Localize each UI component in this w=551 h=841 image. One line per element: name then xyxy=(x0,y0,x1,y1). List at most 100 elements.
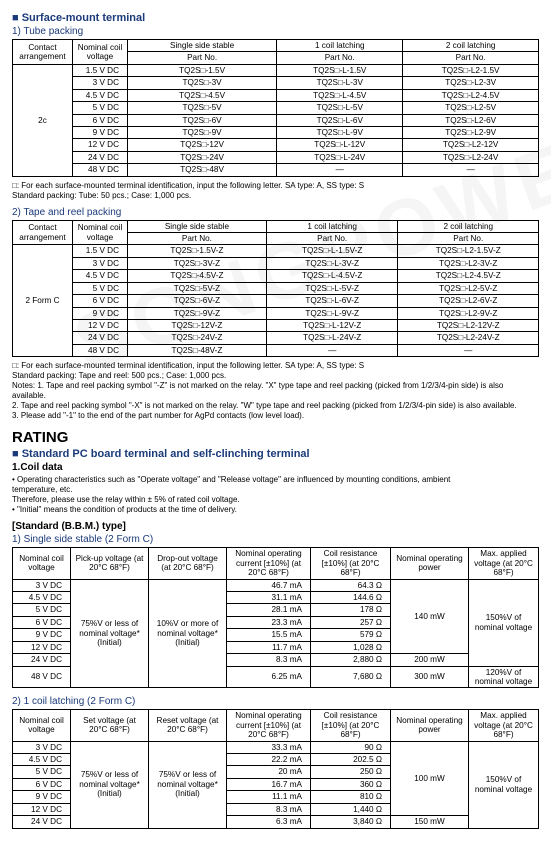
cell-partno: TQ2S□-L-4.5V xyxy=(277,89,403,101)
cell-partno: TQ2S□-L2-12V xyxy=(403,139,539,151)
cell-power: 100 mW xyxy=(391,741,469,816)
cell-power: 200 mW xyxy=(391,654,469,666)
cell-partno: TQ2S□-5V-Z xyxy=(128,282,267,294)
cell-power: 300 mW xyxy=(391,666,469,688)
cell-voltage: 24 V DC xyxy=(73,151,128,163)
cell-voltage: 6 V DC xyxy=(73,295,128,307)
cell-power: 150 mW xyxy=(391,816,469,828)
th-noc: Nominal operating current [±10%] (at 20°… xyxy=(227,710,311,741)
cell-partno: TQ2S□-L-3V xyxy=(277,77,403,89)
th-nv: Nominal coil voltage xyxy=(13,710,71,741)
th-reset: Reset voltage (at 20°C 68°F) xyxy=(149,710,227,741)
table-tube-packing: Contact arrangement Nominal coil voltage… xyxy=(12,39,539,177)
cell-partno: TQ2S□-9V-Z xyxy=(128,307,267,319)
cell-resistance: 810 Ω xyxy=(311,791,391,803)
sec2-sub: 2) Tape and reel packing xyxy=(12,207,539,218)
table-1coil-latching: Nominal coil voltage Set voltage (at 20°… xyxy=(12,709,539,828)
cell-voltage: 12 V DC xyxy=(13,641,71,653)
cell-partno: TQ2S□-12V xyxy=(128,139,277,151)
cell-resistance: 202.5 Ω xyxy=(311,754,391,766)
cell-partno: TQ2S□-L2-12V-Z xyxy=(398,320,539,332)
cell-partno: TQ2S□-L2-5V-Z xyxy=(398,282,539,294)
cell-partno: TQ2S□-L2-4.5V xyxy=(403,89,539,101)
cell-resistance: 257 Ω xyxy=(311,616,391,628)
cell-voltage: 12 V DC xyxy=(13,803,71,815)
cell-voltage: 3 V DC xyxy=(73,257,128,269)
cell-partno: TQ2S□-L2-4.5V-Z xyxy=(398,270,539,282)
cell-partno: TQ2S□-L2-9V-Z xyxy=(398,307,539,319)
cell-current: 6.25 mA xyxy=(227,666,311,688)
cell-partno: TQ2S□-5V xyxy=(128,102,277,114)
cell-partno: TQ2S□-4.5V-Z xyxy=(128,270,267,282)
cell-reset: 75%V or less of nominal voltage* (Initia… xyxy=(149,741,227,828)
cell-resistance: 2,880 Ω xyxy=(311,654,391,666)
cell-current: 20 mA xyxy=(227,766,311,778)
th-partno: Part No. xyxy=(128,233,267,245)
cell-resistance: 250 Ω xyxy=(311,766,391,778)
cell-voltage: 24 V DC xyxy=(73,332,128,344)
t1-head: 1) Single side stable (2 Form C) xyxy=(12,534,539,545)
cell-partno: TQ2S□-L-9V xyxy=(277,126,403,138)
cell-partno: TQ2S□-L-1.5V-Z xyxy=(266,245,398,257)
cell-partno: TQ2S□-L2-6V xyxy=(403,114,539,126)
cell-voltage: 12 V DC xyxy=(73,320,128,332)
cell-partno: TQ2S□-L2-3V xyxy=(403,77,539,89)
th-partno: Part No. xyxy=(398,233,539,245)
th-set: Set voltage (at 20°C 68°F) xyxy=(71,710,149,741)
th-partno: Part No. xyxy=(403,52,539,64)
cell-voltage: 24 V DC xyxy=(13,654,71,666)
cell-resistance: 1,440 Ω xyxy=(311,803,391,815)
cell-voltage: 6 V DC xyxy=(13,778,71,790)
cell-partno: TQ2S□-L-12V xyxy=(277,139,403,151)
cell-partno: TQ2S□-L-6V-Z xyxy=(266,295,398,307)
cell-partno: TQ2S□-L2-1.5V xyxy=(403,64,539,76)
th-mav: Max. applied voltage (at 20°C 68°F) xyxy=(469,710,539,741)
cell-current: 28.1 mA xyxy=(227,604,311,616)
cell-partno: TQ2S□-L-6V xyxy=(277,114,403,126)
cell-voltage: 6 V DC xyxy=(73,114,128,126)
th-pu: Pick-up voltage (at 20°C 68°F) xyxy=(71,548,149,579)
th-partno: Part No. xyxy=(266,233,398,245)
cell-partno: TQ2S□-L-3V-Z xyxy=(266,257,398,269)
cell-voltage: 9 V DC xyxy=(73,307,128,319)
cell-partno: TQ2S□-L-12V-Z xyxy=(266,320,398,332)
cell-set: 75%V or less of nominal voltage* (Initia… xyxy=(71,741,149,828)
cell-resistance: 1,028 Ω xyxy=(311,641,391,653)
cell-partno: — xyxy=(403,164,539,176)
cell-voltage: 48 V DC xyxy=(73,164,128,176)
cell-partno: — xyxy=(266,344,398,356)
cell-voltage: 24 V DC xyxy=(13,816,71,828)
th-noc: Nominal operating current [±10%] (at 20°… xyxy=(227,548,311,579)
th-nop: Nominal operating power xyxy=(391,710,469,741)
cell-partno: TQ2S□-L-24V xyxy=(277,151,403,163)
th-nominal: Nominal coil voltage xyxy=(73,40,128,65)
cell-voltage: 3 V DC xyxy=(13,741,71,753)
cell-voltage: 9 V DC xyxy=(13,629,71,641)
th-nv: Nominal coil voltage xyxy=(13,548,71,579)
th-2coil: 2 coil latching xyxy=(398,220,539,232)
cell-resistance: 360 Ω xyxy=(311,778,391,790)
cell-voltage: 1.5 V DC xyxy=(73,245,128,257)
cell-voltage: 5 V DC xyxy=(73,102,128,114)
cell-partno: TQ2S□-6V-Z xyxy=(128,295,267,307)
cell-resistance: 579 Ω xyxy=(311,629,391,641)
th-single: Single side stable xyxy=(128,220,267,232)
cell-partno: TQ2S□-L2-5V xyxy=(403,102,539,114)
cell-voltage: 6 V DC xyxy=(13,616,71,628)
cell-partno: TQ2S□-L-24V-Z xyxy=(266,332,398,344)
th-2coil: 2 coil latching xyxy=(403,40,539,52)
cell-resistance: 90 Ω xyxy=(311,741,391,753)
cell-current: 6.3 mA xyxy=(227,816,311,828)
th-1coil: 1 coil latching xyxy=(266,220,398,232)
cell-voltage: 3 V DC xyxy=(13,579,71,591)
cell-partno: TQ2S□-L2-24V xyxy=(403,151,539,163)
contact-arrangement: 2 Form C xyxy=(13,245,73,357)
cell-current: 15.5 mA xyxy=(227,629,311,641)
th-1coil: 1 coil latching xyxy=(277,40,403,52)
cell-partno: TQ2S□-24V-Z xyxy=(128,332,267,344)
cell-partno: TQ2S□-6V xyxy=(128,114,277,126)
cell-partno: TQ2S□-L-4.5V-Z xyxy=(266,270,398,282)
cell-partno: TQ2S□-L-5V-Z xyxy=(266,282,398,294)
cell-current: 16.7 mA xyxy=(227,778,311,790)
th-single: Single side stable xyxy=(128,40,277,52)
